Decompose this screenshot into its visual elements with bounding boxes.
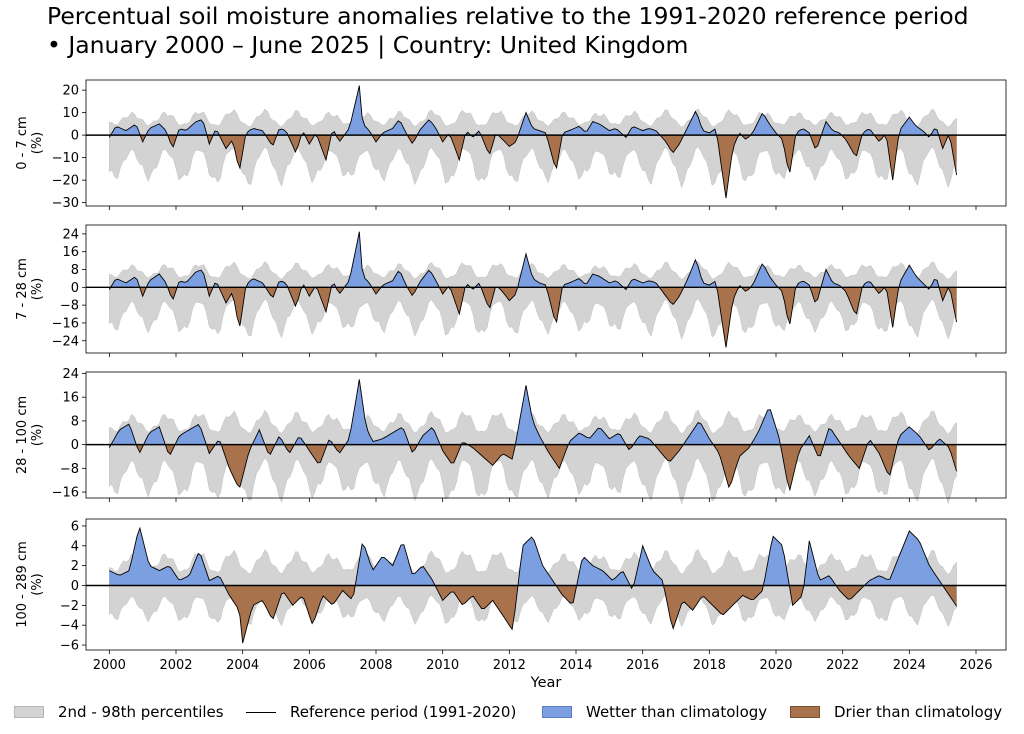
title-line-2: • January 2000 – June 2025 | Country: Un…: [47, 31, 689, 59]
y-axis-label: 28 - 100 cm(%): [15, 396, 45, 474]
legend-label-drier: Drier than climatology: [834, 703, 1003, 721]
y-tick-label: 6: [71, 519, 79, 534]
y-tick-label: 0: [71, 438, 79, 453]
x-tick-label: 2020: [759, 658, 792, 673]
legend-label-percentiles: 2nd - 98th percentiles: [58, 703, 224, 721]
panel-frame: [85, 79, 1007, 207]
wetter-area: [109, 528, 943, 586]
reference-line-swatch: [246, 711, 276, 713]
panel-frame: [85, 518, 1007, 651]
y-tick-label: 16: [62, 391, 79, 406]
panel-frame: [85, 371, 1007, 499]
x-tick-label: 2008: [359, 658, 392, 673]
y-tick-label: 2: [71, 559, 79, 574]
panel-2: 24 16 8 0 −8 −16 −24 7 - 28 cm(%): [15, 224, 1007, 357]
wetter-area: [109, 379, 957, 445]
anomaly-line: [109, 526, 957, 644]
wetter-swatch: [542, 706, 572, 718]
y-tick-label: 16: [62, 245, 79, 260]
y-axis-label: 7 - 28 cm(%): [15, 258, 45, 320]
x-tick-label: 2014: [559, 658, 592, 673]
drier-area: [109, 444, 957, 490]
x-tick-label: 2024: [893, 658, 926, 673]
panel-frame: [85, 224, 1007, 354]
y-tick-label: 0: [71, 281, 79, 296]
y-tick-label: 20: [62, 84, 79, 99]
y-tick-label: 24: [62, 227, 79, 242]
y-tick-label: −16: [52, 316, 79, 331]
x-tick-label: 2000: [93, 658, 126, 673]
y-tick-label: −24: [52, 334, 79, 349]
wetter-area: [109, 85, 957, 136]
y-tick-label: −10: [52, 151, 79, 166]
title-line-1: Percentual soil moisture anomalies relat…: [47, 2, 969, 30]
y-tick-label: −2: [60, 599, 79, 614]
percentile-band: [109, 409, 957, 505]
y-tick-label: −4: [60, 619, 79, 634]
anomaly-line: [108, 85, 958, 199]
y-tick-label: 0: [71, 129, 79, 144]
legend-item-wetter: Wetter than climatology: [542, 702, 767, 722]
x-tick-label: 2002: [159, 658, 192, 673]
y-tick-label: 8: [71, 263, 79, 278]
y-tick-label: 8: [71, 414, 79, 429]
x-axis-label: Year: [530, 675, 562, 691]
y-tick-label: −8: [60, 299, 79, 314]
y-tick-label: −6: [60, 639, 79, 654]
y-tick-label: 4: [71, 539, 79, 554]
y-tick-label: 10: [62, 106, 79, 121]
y-tick-label: 24: [62, 367, 79, 382]
chart-title: Percentual soil moisture anomalies relat…: [47, 2, 969, 60]
y-tick-label: −30: [52, 196, 79, 211]
panel-3: 24 16 8 0 −8 −16 28 - 100 cm(%): [15, 367, 1007, 505]
wetter-area: [109, 231, 957, 288]
drier-swatch: [790, 706, 820, 718]
percentiles-swatch: [14, 706, 44, 718]
panel-4: 6 4 2 0 −2 −4 −6 100 - 289 cm(%): [15, 518, 1007, 654]
anomaly-line: [108, 379, 958, 492]
legend-item-percentiles: 2nd - 98th percentiles: [14, 702, 224, 722]
x-tick-label: 2026: [959, 658, 992, 673]
y-tick-label: 0: [71, 579, 79, 594]
percentile-band: [109, 548, 957, 628]
y-tick-label: −8: [60, 462, 79, 477]
x-tick-label: 2006: [293, 658, 326, 673]
x-tick-label: 2004: [226, 658, 259, 673]
x-tick-label: 2010: [426, 658, 459, 673]
anomaly-line: [108, 231, 958, 348]
x-tick-label: 2022: [826, 658, 859, 673]
panel-1: 20 10 0 −10 −20 −30 0 - 7 cm(%): [15, 79, 1007, 211]
legend-item-drier: Drier than climatology: [790, 702, 1002, 722]
x-tick-label: 2018: [693, 658, 726, 673]
legend-item-reference: Reference period (1991-2020): [246, 702, 516, 722]
legend: 2nd - 98th percentiles Reference period …: [14, 702, 1019, 722]
y-axis-label: 100 - 289 cm(%): [15, 541, 45, 628]
y-tick-label: −20: [52, 174, 79, 189]
legend-label-reference: Reference period (1991-2020): [290, 703, 517, 721]
legend-label-wetter: Wetter than climatology: [586, 703, 768, 721]
x-tick-label: 2012: [493, 658, 526, 673]
y-axis-label: 0 - 7 cm(%): [15, 116, 45, 169]
x-tick-label: 2016: [626, 658, 659, 673]
y-tick-label: −16: [52, 486, 79, 501]
